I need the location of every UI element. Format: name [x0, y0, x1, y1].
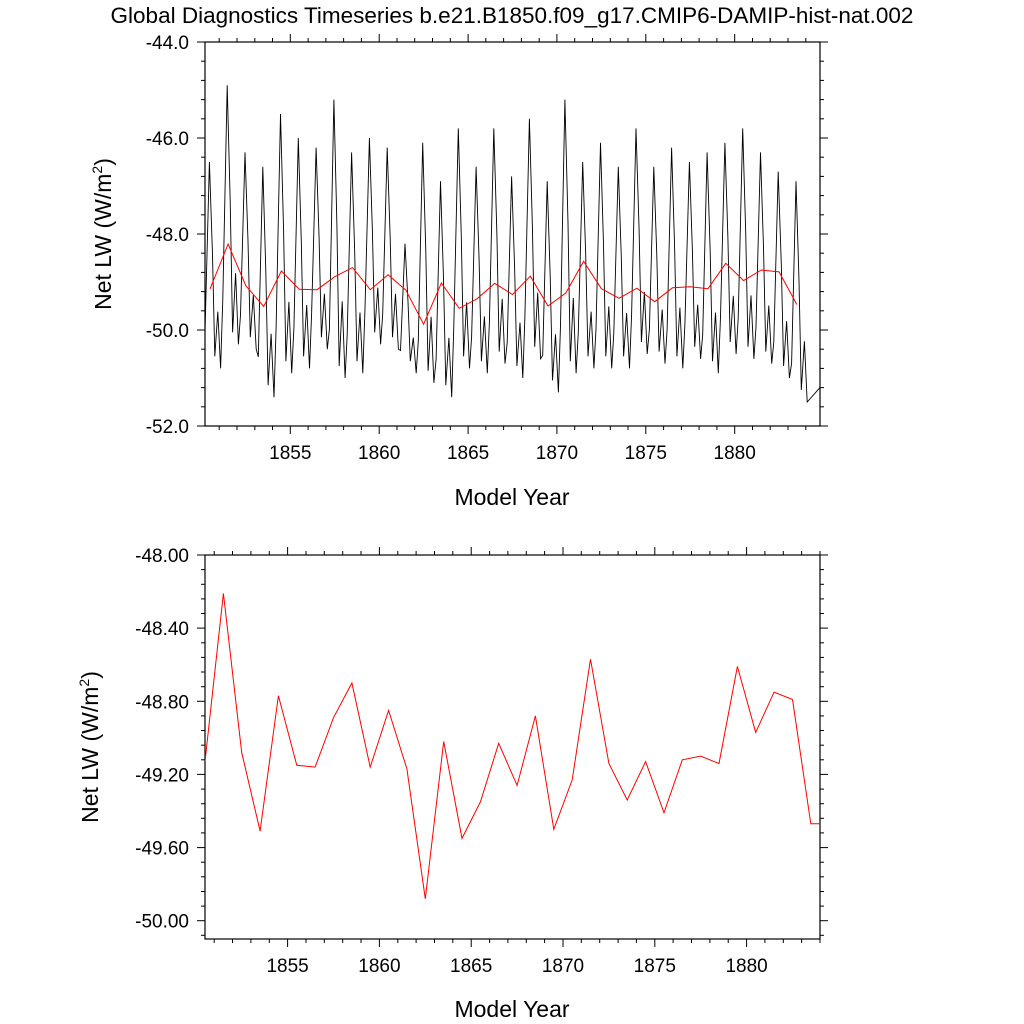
top-series-monthly — [205, 85, 820, 404]
bottom-plot-frame — [204, 554, 821, 940]
bottom-series-annual — [205, 593, 820, 899]
bottom-x-tick-label: 1875 — [634, 956, 676, 977]
top-y-tick-label: -44.0 — [146, 33, 189, 54]
bottom-y-axis-title-main: Net LW (W/m — [77, 687, 103, 823]
bottom-x-tick-label: 1855 — [266, 956, 308, 977]
top-y-axis-title-close: ) — [90, 158, 116, 166]
top-x-tick-label: 1870 — [536, 443, 578, 464]
bottom-y-tick-labels: -50.00 -49.60 -49.20 -48.80 -48.40 -48.00 — [135, 546, 189, 933]
bottom-x-tick-label: 1860 — [358, 956, 400, 977]
bottom-y-axis-title: Net LW (W/m2) — [76, 671, 103, 823]
bottom-series-lines — [205, 593, 820, 899]
top-x-tick-labels: 1855 1860 1865 1870 1875 1880 — [269, 443, 756, 464]
bottom-y-tick-label: -49.60 — [135, 839, 189, 860]
top-x-tick-label: 1860 — [358, 443, 400, 464]
top-x-tick-label: 1875 — [625, 443, 667, 464]
bottom-y-axis-title-close: ) — [77, 671, 103, 679]
top-series-lines — [205, 85, 820, 404]
top-y-tick-label: -46.0 — [146, 129, 189, 150]
figure-title: Global Diagnostics Timeseries b.e21.B185… — [111, 3, 914, 28]
bottom-y-tick-label: -50.00 — [135, 912, 189, 933]
top-x-tick-label: 1880 — [714, 443, 756, 464]
top-y-axis-title: Net LW (W/m2) — [89, 158, 116, 310]
bottom-x-tick-label: 1865 — [450, 956, 492, 977]
top-y-tick-label: -50.0 — [146, 321, 189, 342]
top-y-axis-title-superscript: 2 — [89, 166, 105, 174]
top-y-axis-title-main: Net LW (W/m — [90, 174, 116, 310]
bottom-axis-ticks — [197, 547, 828, 947]
bottom-y-tick-label: -48.00 — [135, 546, 189, 567]
top-x-axis-title: Model Year — [454, 484, 569, 510]
bottom-panel: -50.00 -49.60 -49.20 -48.80 -48.40 -48.00 185… — [76, 546, 828, 1022]
bottom-y-tick-label: -49.20 — [135, 765, 189, 786]
top-y-tick-label: -52.0 — [146, 417, 189, 438]
top-y-tick-label: -48.0 — [146, 225, 189, 246]
bottom-y-tick-label: -48.40 — [135, 619, 189, 640]
bottom-x-tick-label: 1870 — [542, 956, 584, 977]
bottom-x-tick-label: 1880 — [725, 956, 767, 977]
top-x-tick-label: 1865 — [447, 443, 489, 464]
bottom-x-tick-labels: 1855 1860 1865 1870 1875 1880 — [266, 956, 767, 977]
bottom-y-tick-label: -48.80 — [135, 692, 189, 713]
bottom-y-axis-title-superscript: 2 — [76, 679, 92, 687]
top-series-annual — [209, 242, 798, 326]
bottom-x-axis-title: Model Year — [454, 996, 569, 1022]
top-x-tick-label: 1855 — [269, 443, 311, 464]
top-axis-ticks — [197, 34, 828, 434]
top-y-tick-labels: -52.0 -50.0 -48.0 -46.0 -44.0 — [146, 33, 189, 438]
top-panel: -52.0-50.0-48.0-46.0-44.0 1855 1860 1865 18… — [89, 33, 828, 510]
